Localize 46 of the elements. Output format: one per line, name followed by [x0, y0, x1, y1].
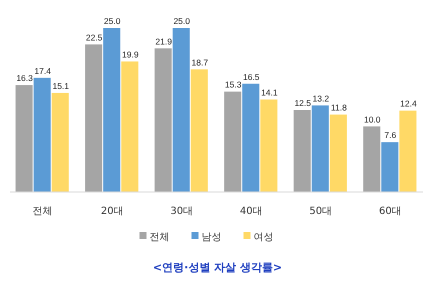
bar: [242, 84, 260, 192]
x-tick-label: 전체: [32, 206, 53, 217]
data-label: 18.7: [192, 57, 208, 68]
bar: [154, 48, 172, 192]
data-label: 21.9: [155, 36, 172, 46]
bar: [381, 142, 398, 192]
bar: [103, 28, 120, 192]
bar: [85, 44, 102, 192]
data-label: 7.6: [384, 130, 396, 140]
bar: [52, 92, 69, 192]
data-label: 16.3: [16, 73, 34, 84]
data-label: 16.5: [242, 72, 260, 82]
bar: [312, 105, 329, 192]
legend-label: 여성: [254, 232, 274, 243]
data-label: 25.0: [173, 16, 190, 26]
bar: [172, 28, 190, 192]
legend-label: 전체: [150, 232, 170, 243]
bar: [294, 110, 311, 192]
data-label: 11.8: [330, 102, 348, 113]
x-tick-label: 30대: [170, 206, 194, 217]
bar: [399, 110, 416, 192]
data-label: 15.1: [52, 80, 70, 91]
bar: [363, 126, 380, 192]
bar: [190, 69, 208, 192]
data-label: 15.3: [224, 80, 242, 90]
bar: [260, 100, 278, 192]
x-tick-label: 50대: [309, 206, 332, 217]
bar: [224, 92, 242, 192]
data-label: 22.5: [86, 32, 103, 42]
legend-label: 남성: [202, 232, 222, 243]
data-label: 13.2: [312, 93, 330, 104]
bar: [330, 114, 347, 192]
data-label: 14.1: [261, 88, 278, 98]
x-tick-label: 20대: [100, 206, 124, 217]
text: <연령·성별 자살 생각률>: [152, 261, 282, 274]
data-label: 25.0: [104, 16, 121, 26]
bar: [121, 61, 138, 192]
data-label: 19.9: [122, 49, 139, 60]
data-label: 12.5: [294, 98, 312, 108]
bar: [34, 78, 51, 192]
x-tick-label: 40대: [240, 206, 263, 217]
x-tick-label: 60대: [378, 206, 402, 217]
data-label: 12.4: [400, 98, 417, 109]
data-label: 10.0: [364, 114, 381, 124]
bar: [16, 85, 33, 192]
data-label: 17.4: [34, 66, 52, 76]
